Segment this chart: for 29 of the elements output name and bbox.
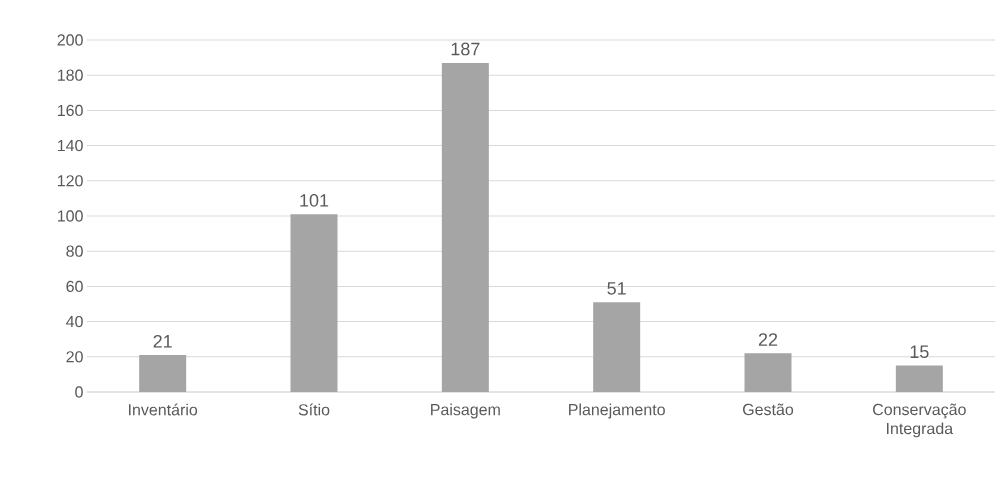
data-label: 22 [758, 333, 778, 346]
y-tick-label: 100 [58, 210, 83, 222]
y-tick-label: 60 [66, 280, 83, 293]
bar [895, 365, 943, 392]
x-tick-label: Planejamento [569, 403, 665, 419]
x-tick-label: Sítio [298, 403, 330, 416]
y-tick-label: 0 [75, 386, 83, 398]
bar [593, 302, 641, 392]
data-label: 21 [153, 334, 172, 348]
bar [290, 214, 338, 392]
y-tick-label: 160 [58, 104, 83, 117]
bar [139, 355, 187, 392]
x-tick-label: Gestão [743, 403, 794, 416]
y-tick-label: 180 [58, 69, 83, 81]
x-tick-label: Paisagem [431, 403, 500, 419]
y-tick-label: 140 [58, 139, 83, 152]
data-label: 187 [451, 42, 480, 56]
data-label: 101 [300, 193, 329, 207]
y-tick-label: 200 [57, 34, 83, 46]
y-tick-label: 80 [66, 245, 83, 257]
bar [744, 353, 792, 392]
y-tick-label: 20 [66, 351, 83, 363]
x-tick-label: Conservação Integrada [873, 403, 966, 438]
data-label: 15 [910, 345, 929, 359]
y-tick-label: 120 [58, 175, 83, 187]
bar [441, 62, 489, 392]
data-label: 51 [607, 282, 626, 295]
x-tick-label: Inventário [129, 403, 198, 416]
y-tick-label: 40 [66, 315, 83, 328]
